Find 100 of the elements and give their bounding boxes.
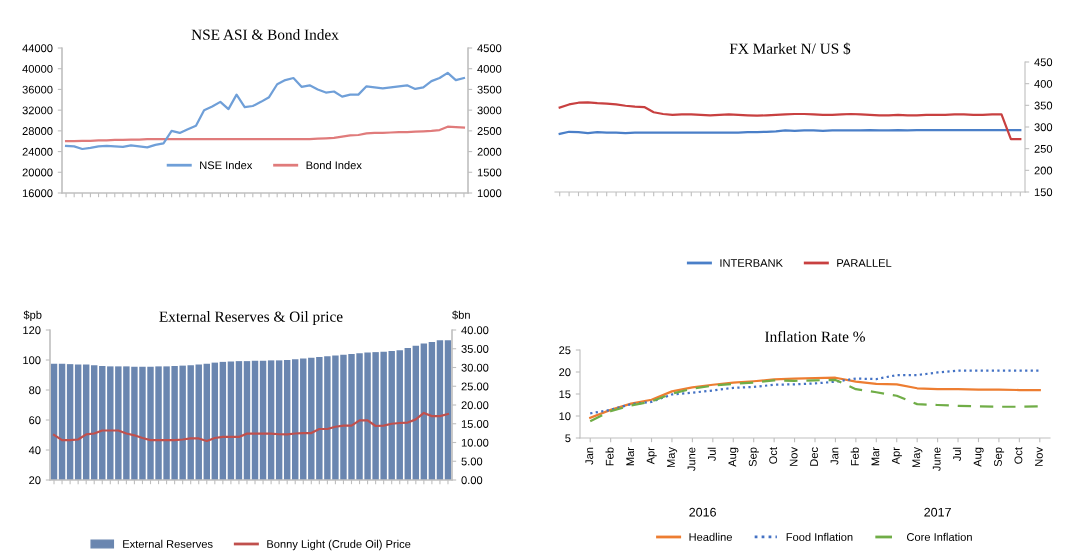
bar <box>211 362 219 480</box>
y2-tick-label: 20.00 <box>461 401 489 410</box>
bar <box>243 361 251 480</box>
bar <box>420 343 428 480</box>
y-tick-label: 28000 <box>22 127 53 135</box>
line-series <box>558 101 1022 141</box>
x-tick-label: Feb <box>605 447 614 466</box>
y-tick-label: 40 <box>28 446 41 455</box>
x-tick-label: Apr <box>646 447 657 465</box>
y-tick-label: 10 <box>559 412 571 421</box>
x-tick-label: June <box>687 447 696 471</box>
y-tick-label: 350 <box>1034 101 1053 110</box>
x-tick-label: Apr <box>891 447 902 465</box>
y-tick-label: 450 <box>1034 58 1053 67</box>
bar <box>267 360 275 480</box>
y2-tick-label: 1000 <box>477 189 502 198</box>
y-tick-label: 32000 <box>22 106 53 115</box>
legend-label: Food Inflation <box>786 532 853 541</box>
y-tick-label: 20000 <box>22 168 53 177</box>
bar <box>66 364 74 480</box>
y2-tick-label: 10.00 <box>461 438 489 447</box>
bar <box>99 366 106 480</box>
x-tick-label: Nov <box>1035 447 1043 466</box>
x-tick-label: Dec <box>810 447 818 466</box>
y2-tick-label: 3500 <box>477 85 502 94</box>
y-tick-label: 80 <box>29 386 41 395</box>
legend-label: Headline <box>689 532 732 541</box>
x-tick-label: Feb <box>850 447 859 466</box>
y2-tick-label: 1500 <box>477 168 502 177</box>
x-tick-label: Oct <box>769 447 778 464</box>
x-tick-label: Aug <box>728 447 739 467</box>
bar <box>227 361 235 480</box>
chart-title: FX Market N/ US $ <box>729 42 851 55</box>
y2-tick-label: 0.00 <box>461 476 483 485</box>
y2-axis-title: $bn <box>452 310 470 320</box>
y-tick-label: 150 <box>1034 188 1053 197</box>
y2-tick-label: 4500 <box>477 44 502 53</box>
bar <box>444 340 452 480</box>
y-tick-label: 300 <box>1034 123 1053 132</box>
chart-title: Inflation Rate % <box>765 330 865 342</box>
bar <box>428 342 436 480</box>
line-series <box>589 369 1041 415</box>
text: 2016 <box>689 507 716 517</box>
y-tick-label: 36000 <box>22 85 53 94</box>
y-tick-label: 40000 <box>22 64 53 73</box>
y-axis-title: $pb <box>23 310 42 321</box>
y2-tick-label: 2500 <box>477 127 502 135</box>
y-tick-label: 25 <box>559 346 571 355</box>
bar <box>404 348 411 480</box>
legend-label: Bond Index <box>306 161 362 170</box>
line-series <box>52 411 450 443</box>
line-series <box>64 125 466 143</box>
y2-tick-label: 2000 <box>477 147 502 156</box>
text: 2017 <box>924 507 951 517</box>
bar <box>203 363 210 480</box>
x-tick-label: June <box>932 447 941 471</box>
y-tick-label: 60 <box>29 416 41 425</box>
bar <box>283 360 291 480</box>
y2-tick-label: 30.00 <box>461 363 489 372</box>
x-tick-label: Jan <box>830 447 839 465</box>
y-tick-label: 24000 <box>22 147 53 156</box>
bar <box>412 345 420 480</box>
y-tick-label: 20 <box>559 368 571 377</box>
bar <box>91 365 98 480</box>
y-tick-label: 400 <box>1034 79 1053 88</box>
y2-tick-label: 5.00 <box>461 457 483 466</box>
chart-title: NSE ASI & Bond Index <box>191 29 339 40</box>
y-tick-label: 5 <box>565 434 571 443</box>
y2-tick-label: 35.00 <box>461 345 489 353</box>
x-tick-label: Jul <box>707 447 716 462</box>
y2-tick-label: 15.00 <box>461 420 489 428</box>
x-tick-label: May <box>912 447 923 468</box>
chart-title: External Reserves & Oil price <box>159 311 343 325</box>
y2-tick-label: 40.00 <box>461 326 489 335</box>
bar <box>275 360 283 480</box>
y-tick-label: 44000 <box>22 44 53 53</box>
bar <box>58 363 66 480</box>
x-tick-label: Aug <box>973 447 984 467</box>
x-tick-label: Sep <box>748 447 759 467</box>
bar <box>292 359 299 480</box>
x-tick-label: Nov <box>789 447 798 466</box>
y-tick-label: 16000 <box>22 189 53 198</box>
bar <box>219 361 227 480</box>
y-tick-label: 15 <box>559 390 571 399</box>
bar <box>235 361 243 480</box>
y-tick-label: 120 <box>23 326 41 335</box>
bar <box>50 363 58 480</box>
y-tick-label: 250 <box>1034 144 1053 153</box>
y2-tick-label: 4000 <box>477 64 502 73</box>
legend-label: PARALLEL <box>837 259 892 267</box>
y-tick-label: 100 <box>23 356 41 365</box>
legend-label: External Reserves <box>123 539 213 548</box>
legend-label: Core Inflation <box>907 532 972 541</box>
x-tick-label: Oct <box>1014 447 1023 464</box>
bar <box>436 340 444 480</box>
bar <box>82 364 90 480</box>
x-tick-label: Jan <box>585 447 594 465</box>
x-tick-label: Mar <box>871 447 880 466</box>
bar <box>396 350 403 480</box>
y-tick-label: 200 <box>1034 166 1053 175</box>
